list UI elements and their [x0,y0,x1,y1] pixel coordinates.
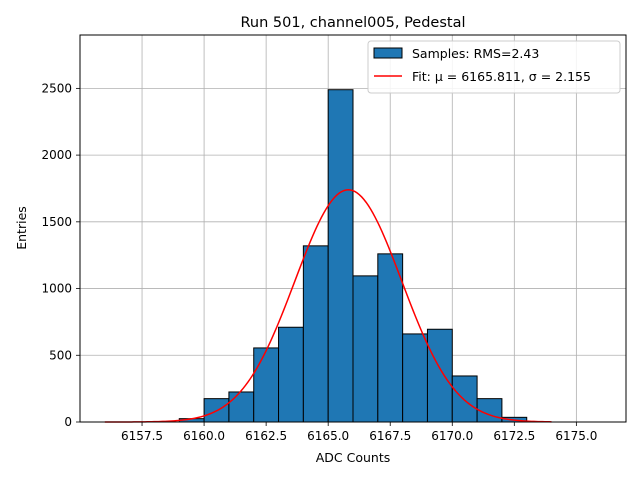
y-tick-label: 2500 [41,81,72,95]
x-tick-label: 6175.0 [555,429,597,443]
histogram-bar [253,347,280,423]
y-tick-label: 500 [49,348,72,362]
x-tick-label: 6160.0 [183,429,225,443]
x-tick-label: 6172.5 [493,429,535,443]
x-tick-label: 6162.5 [245,429,287,443]
y-axis-label: Entries [14,206,29,250]
histogram-bar [352,275,379,423]
legend: Samples: RMS=2.43 Fit: μ = 6165.811, σ =… [367,40,621,94]
y-tick-label: 1500 [41,215,72,229]
histogram-bar [327,89,354,423]
histogram-bar [426,328,453,423]
legend-box [367,40,621,94]
x-tick-label: 6165.0 [307,429,349,443]
y-tick-label: 1000 [41,282,72,296]
x-axis-ticks: 6157.5 6160.0 6162.5 6165.0 6167.5 6170.0 6172… [121,422,597,443]
y-axis-ticks: 0 500 1000 1500 2000 2500 [41,81,80,429]
legend-label-fit: Fit: μ = 6165.811, σ = 2.155 [412,69,591,84]
x-axis-label: ADC Counts [316,450,391,465]
plot-frame [79,34,627,423]
fit-curve [104,189,552,423]
histogram-bar [278,326,304,423]
x-tick-label: 6157.5 [121,429,163,443]
legend-swatch-samples [373,47,403,59]
y-tick-label: 0 [64,415,72,429]
x-tick-label: 6170.0 [431,429,473,443]
chart-title: Run 501, channel005, Pedestal [240,15,465,31]
histogram-bar [228,391,255,423]
legend-label-samples: Samples: RMS=2.43 [412,46,539,61]
histogram-bar [377,253,404,423]
histogram-bar [302,245,329,423]
histogram-bar [402,333,428,423]
y-tick-label: 2000 [41,148,72,162]
histogram-bar [476,398,503,423]
x-tick-label: 6167.5 [369,429,411,443]
histogram-bar [451,375,478,423]
